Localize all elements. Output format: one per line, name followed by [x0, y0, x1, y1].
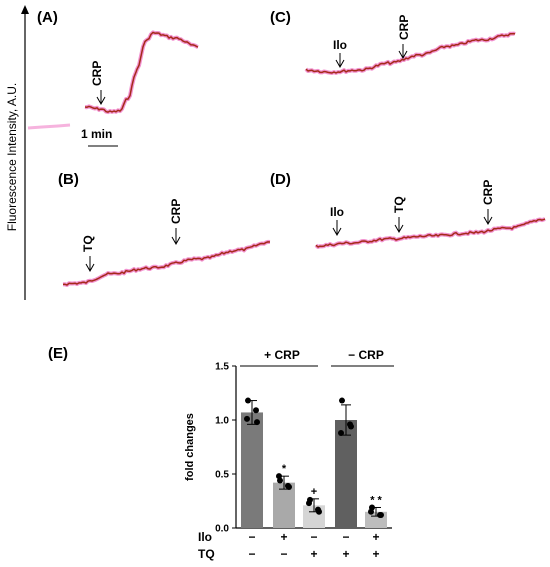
treatment-sign: − — [248, 530, 255, 544]
bar-chart-y-title: fold changes — [184, 413, 196, 481]
treatment-sign: − — [248, 547, 255, 561]
traces — [27, 30, 546, 287]
data-point — [368, 508, 374, 515]
trace-b — [62, 241, 271, 286]
data-point — [286, 483, 292, 490]
y-tick-label: 1.5 — [215, 362, 229, 373]
trace-a — [84, 31, 199, 113]
bar — [273, 482, 295, 528]
trace-c — [305, 32, 516, 74]
treatment-sign: + — [342, 547, 349, 561]
data-point — [244, 415, 250, 422]
data-point — [276, 473, 282, 480]
annotation-b-crp: CRP — [169, 199, 183, 224]
treatment-sign: − — [342, 530, 349, 544]
y-tick-label: 1.0 — [215, 416, 229, 427]
significance-marker: * * — [370, 494, 382, 506]
y-tick-label: 0.0 — [215, 524, 229, 535]
data-point — [254, 419, 260, 426]
panel-label-e: (E) — [48, 345, 68, 362]
main-y-axis — [21, 5, 29, 300]
panel-label-d: (D) — [270, 171, 291, 188]
group-label-plus-crp: + CRP — [264, 348, 300, 362]
treatment-sign: + — [310, 547, 317, 561]
trace-a-baseline — [27, 123, 71, 130]
y-axis-title: Fluorescence Intensity, A.U. — [5, 83, 19, 232]
data-point — [339, 397, 345, 404]
treatment-label-ilo: Ilo — [198, 530, 212, 544]
arrow-c-crp — [398, 44, 408, 60]
annotation-d-tq: TQ — [392, 196, 406, 213]
treatment-sign: + — [372, 547, 379, 561]
panel-label-c: (C) — [270, 9, 291, 26]
scale-bar: 1 min — [81, 127, 118, 147]
arrow-d-crp — [483, 209, 493, 226]
panel-label-a: (A) — [37, 9, 58, 26]
data-point — [316, 508, 322, 515]
bar — [335, 420, 357, 528]
data-point — [348, 423, 354, 430]
arrow-d-tq — [394, 217, 404, 234]
arrow-d-ilo — [332, 220, 342, 237]
annotation-c-crp: CRP — [397, 15, 411, 40]
annotation-c-ilo: Ilo — [333, 38, 347, 52]
annotation-d-ilo: Ilo — [330, 205, 344, 219]
trace-d — [315, 218, 546, 248]
annotation-d-crp: CRP — [481, 180, 495, 205]
arrow-a-crp — [96, 90, 106, 106]
treatment-sign: − — [310, 530, 317, 544]
scale-bar-label: 1 min — [81, 127, 112, 141]
bar — [241, 412, 263, 528]
arrow-b-crp — [171, 228, 181, 246]
treatment-sign: + — [372, 530, 379, 544]
data-point — [245, 397, 251, 404]
data-point — [378, 512, 384, 519]
data-point — [338, 429, 344, 436]
arrow-b-tq — [85, 256, 95, 273]
significance-marker: * — [282, 463, 287, 475]
trace-d-halo — [314, 217, 546, 249]
data-point — [253, 407, 259, 414]
panel-label-b: (B) — [58, 171, 79, 188]
y-tick-label: 0.5 — [215, 470, 229, 481]
annotation-a-crp: CRP — [90, 61, 104, 86]
data-point — [306, 500, 312, 507]
arrow-c-ilo — [335, 53, 345, 69]
treatment-sign: + — [280, 530, 287, 544]
significance-marker: + — [311, 486, 317, 498]
bar-chart: fold changes + CRP − CRP Ilo TQ 0.0 0.5 1.… — [184, 348, 394, 561]
annotation-b-tq: TQ — [81, 235, 95, 252]
treatment-label-tq: TQ — [198, 547, 215, 561]
treatment-sign: − — [280, 547, 287, 561]
group-label-minus-crp: − CRP — [348, 348, 384, 362]
